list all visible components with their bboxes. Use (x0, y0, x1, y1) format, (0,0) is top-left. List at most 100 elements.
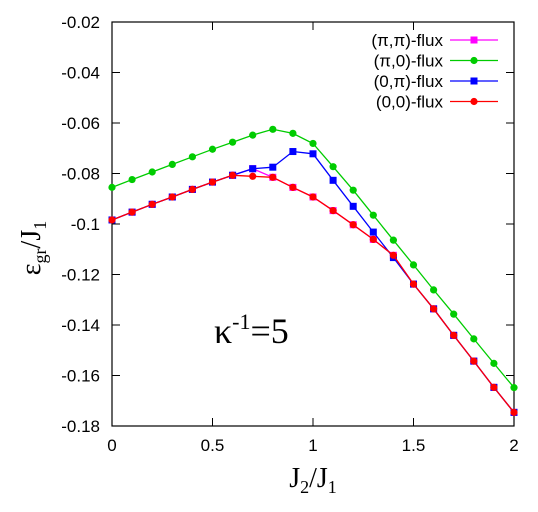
data-point (269, 173, 277, 181)
kappa-annotation-rest: =5 (250, 311, 288, 351)
data-point (229, 171, 237, 179)
data-point (148, 200, 156, 208)
kappa-annotation: κ-1=5 (214, 309, 289, 351)
data-point (269, 163, 277, 171)
data-point (409, 261, 418, 269)
data-point (309, 150, 317, 158)
series-1 (108, 125, 518, 392)
series-line (111, 150, 515, 413)
data-point (389, 251, 397, 259)
x-axis-title-sub: 2 (300, 477, 309, 497)
legend-entry: (π,π)-flux (371, 31, 498, 50)
y-axis-title-rest: /J (16, 230, 47, 249)
data-point (430, 305, 438, 313)
y-axis-title-main: ε (16, 263, 47, 275)
data-point (329, 207, 337, 215)
x-tick-label: 2 (509, 436, 518, 455)
tick-labels: 0 0.5 1 1.5 2 -0.02 -0.04 -0.06 -0.08 -0.1 -0.12 -0… (61, 13, 518, 455)
data-point (289, 183, 297, 191)
data-point (470, 335, 478, 343)
data-point (249, 131, 257, 139)
data-point (188, 153, 196, 161)
kappa-annotation-base: κ (214, 311, 232, 351)
data-point (309, 139, 317, 148)
y-tick-label: -0.02 (61, 13, 100, 32)
x-axis-title-main: J (289, 463, 300, 494)
data-point (188, 185, 196, 194)
x-tick-label: 0 (107, 436, 116, 455)
data-point (510, 384, 518, 392)
data-point (349, 221, 357, 229)
x-tick-label: 0.5 (201, 436, 225, 455)
data-point (269, 125, 277, 133)
y-tick-label: -0.1 (71, 215, 100, 234)
data-point (309, 193, 317, 201)
data-point (208, 178, 217, 186)
data-point (470, 357, 478, 365)
data-point (229, 138, 237, 146)
y-axis-title-sub2: 1 (30, 221, 50, 230)
data-point (329, 176, 337, 184)
data-point (168, 193, 176, 201)
data-point (450, 310, 458, 318)
axis-ticks (111, 21, 515, 427)
data-point (510, 408, 518, 416)
data-point (490, 359, 498, 367)
data-point (409, 280, 418, 288)
data-point (289, 148, 297, 156)
legend-swatch-marker (470, 77, 478, 85)
legend-swatch-marker (470, 56, 478, 65)
data-point (430, 286, 438, 294)
y-tick-label: -0.12 (61, 266, 100, 285)
data-point (450, 331, 458, 339)
data-point (108, 183, 116, 191)
data-point (349, 202, 357, 210)
legend: (π,π)-flux (π,0)-flux(0,π)-flux (0,0)-flux (371, 31, 498, 112)
series-2 (108, 148, 518, 416)
plot-area-border (111, 21, 515, 427)
data-point (249, 172, 257, 180)
x-tick-label: 1 (308, 436, 317, 455)
kappa-annotation-sup: -1 (232, 309, 250, 334)
data-point (389, 236, 397, 244)
legend-entry: (π,0)-flux (374, 52, 498, 71)
legend-label: (0,π)-flux (374, 72, 444, 91)
data-point (128, 175, 136, 184)
data-point (168, 160, 176, 169)
legend-label: (π,π)-flux (371, 31, 443, 50)
x-tick-label: 1.5 (402, 436, 426, 455)
data-point (128, 208, 136, 216)
legend-label: (π,0)-flux (374, 52, 444, 71)
y-tick-label: -0.18 (61, 417, 100, 436)
data-point (148, 168, 156, 176)
data-point (369, 228, 377, 236)
legend-swatch-marker (470, 97, 478, 106)
data-point (289, 129, 297, 137)
y-axis-title: εgr/J1 (16, 221, 50, 275)
data-point (208, 145, 217, 153)
series-0 (108, 165, 518, 416)
legend-swatch-marker (470, 36, 478, 44)
series-3 (108, 171, 518, 416)
y-tick-label: -0.16 (61, 367, 100, 386)
data-point (369, 235, 377, 244)
data-point (108, 216, 116, 224)
data-point (329, 163, 337, 171)
series-line (111, 174, 515, 413)
legend-entry: (0,π)-flux (374, 72, 498, 91)
y-tick-label: -0.04 (61, 64, 100, 83)
data-point (349, 186, 357, 194)
y-tick-label: -0.06 (61, 114, 100, 133)
data-point (249, 165, 257, 173)
y-axis-title-sub: gr (30, 248, 50, 263)
x-axis-title-rest: /J (309, 463, 328, 494)
y-tick-label: -0.14 (61, 316, 100, 335)
series-group (108, 125, 518, 416)
data-point (490, 383, 498, 391)
legend-label: (0,0)-flux (376, 93, 444, 112)
x-axis-title: J2/J1 (289, 463, 337, 497)
x-axis-title-sub2: 1 (328, 477, 337, 497)
y-tick-label: -0.08 (61, 165, 100, 184)
series-line (111, 128, 515, 389)
